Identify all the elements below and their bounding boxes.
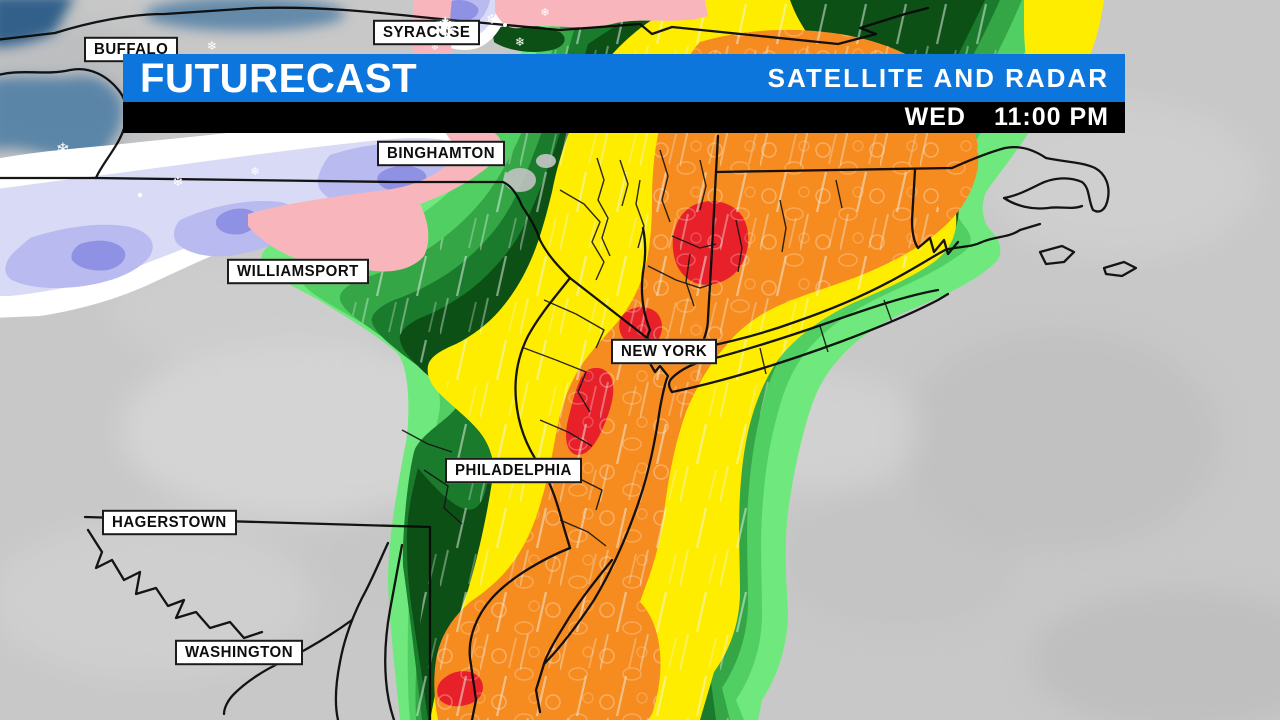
banner-timestamp-bar: WED 11:00 PM [123,102,1125,133]
banner: FUTURECAST SATELLITE AND RADAR [123,54,1125,102]
city-label-washington: WASHINGTON [175,639,304,666]
city-label-williamsport: WILLIAMSPORT [227,258,369,285]
city-label-philadelphia: PHILADELPHIA [445,457,582,484]
snowflake-icon: ❄ [431,42,439,53]
county-borders [401,149,893,547]
banner-time: 11:00 PM [993,103,1109,131]
city-label-hagerstown: HAGERSTOWN [102,509,237,536]
snowflake-icon: ❄ [250,165,259,178]
city-label-new-york: NEW YORK [611,338,718,365]
city-label-buffalo: BUFFALO [84,36,179,63]
city-label-syracuse: SYRACUSE [373,19,481,46]
city-label-binghamton: BINGHAMTON [377,140,506,167]
banner-subtitle: SATELLITE AND RADAR [767,62,1109,93]
banner-day: WED [904,103,966,131]
snowflake-icon: ❄ [56,140,70,160]
snowflake-icon: ❄ [486,12,498,28]
snowflake-icon: ❄ [173,175,184,190]
snowflake-icon: ❄ [515,35,525,49]
banner-title: FUTURECAST [140,54,418,101]
snowflake-icon: ❄ [207,39,217,53]
snowflake-icon: ❄ [540,6,549,19]
snowflake-icon: ❄ [434,13,457,43]
